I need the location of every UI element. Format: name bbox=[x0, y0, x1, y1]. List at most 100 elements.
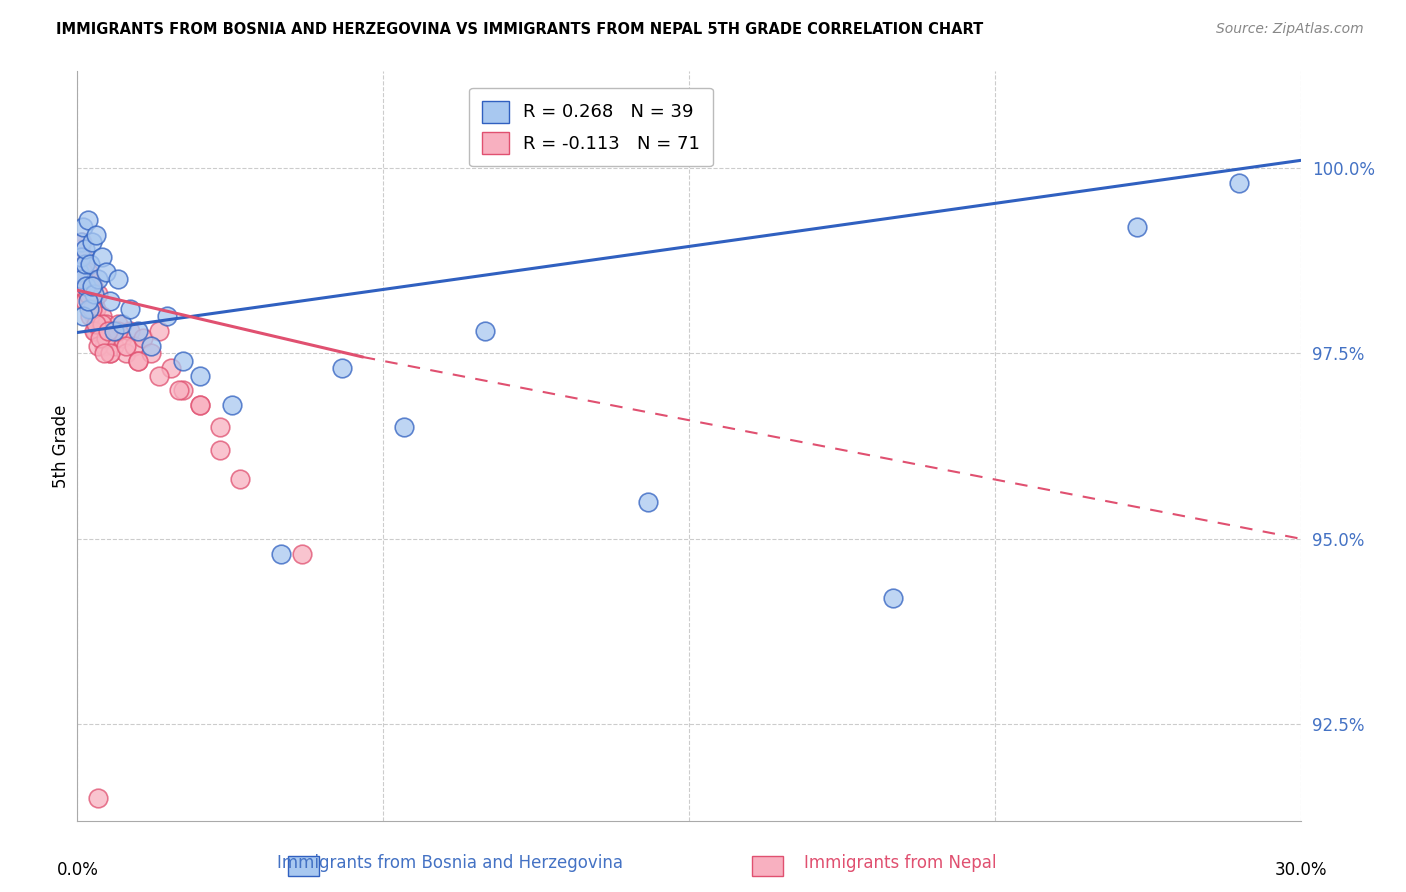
Point bbox=[72, 250, 94, 264]
Point bbox=[73, 265, 96, 279]
Point bbox=[107, 317, 129, 331]
Point bbox=[172, 384, 194, 398]
Point bbox=[84, 317, 107, 331]
Point bbox=[115, 346, 138, 360]
Point bbox=[67, 265, 90, 279]
Point bbox=[291, 547, 314, 561]
Point bbox=[188, 398, 211, 412]
Point bbox=[76, 212, 98, 227]
Point bbox=[188, 398, 211, 412]
Point bbox=[83, 309, 105, 323]
Point bbox=[67, 265, 90, 279]
Point bbox=[75, 243, 97, 257]
Text: IMMIGRANTS FROM BOSNIA AND HERZEGOVINA VS IMMIGRANTS FROM NEPAL 5TH GRADE CORREL: IMMIGRANTS FROM BOSNIA AND HERZEGOVINA V… bbox=[56, 22, 983, 37]
Point bbox=[156, 309, 179, 323]
Point bbox=[101, 324, 124, 338]
Point bbox=[221, 398, 243, 412]
Point bbox=[83, 324, 105, 338]
Point bbox=[83, 287, 105, 301]
Point bbox=[83, 294, 105, 309]
Point bbox=[97, 324, 120, 338]
Point bbox=[98, 346, 121, 360]
Point bbox=[160, 361, 183, 376]
Point bbox=[98, 346, 121, 360]
Point bbox=[209, 442, 232, 457]
Y-axis label: 5th Grade: 5th Grade bbox=[52, 404, 70, 488]
Point bbox=[76, 294, 98, 309]
Point bbox=[93, 339, 115, 353]
Point bbox=[392, 420, 415, 434]
Point bbox=[94, 317, 117, 331]
Point bbox=[70, 235, 93, 249]
Point bbox=[73, 279, 96, 293]
Point bbox=[86, 317, 108, 331]
Point bbox=[87, 287, 110, 301]
Point bbox=[69, 243, 91, 257]
Point bbox=[474, 324, 496, 338]
Point bbox=[75, 279, 97, 293]
Point bbox=[107, 272, 129, 286]
Point bbox=[79, 294, 101, 309]
Point bbox=[87, 339, 110, 353]
Point bbox=[120, 301, 142, 316]
Point bbox=[72, 265, 94, 279]
Point bbox=[332, 361, 354, 376]
Point bbox=[172, 353, 194, 368]
Point bbox=[90, 250, 112, 264]
Point bbox=[72, 309, 94, 323]
Text: Immigrants from Bosnia and Herzegovina: Immigrants from Bosnia and Herzegovina bbox=[277, 855, 623, 872]
Point bbox=[90, 317, 112, 331]
Point bbox=[70, 272, 93, 286]
Point bbox=[80, 235, 103, 249]
Point bbox=[94, 265, 117, 279]
Point bbox=[73, 257, 96, 271]
Point bbox=[128, 353, 150, 368]
Point bbox=[120, 324, 142, 338]
Point bbox=[84, 227, 107, 242]
FancyBboxPatch shape bbox=[288, 856, 319, 876]
Point bbox=[67, 250, 90, 264]
Text: Source: ZipAtlas.com: Source: ZipAtlas.com bbox=[1216, 22, 1364, 37]
Point bbox=[128, 353, 150, 368]
Point bbox=[70, 279, 93, 293]
Point bbox=[139, 339, 162, 353]
Point bbox=[103, 324, 125, 338]
Point bbox=[229, 472, 252, 486]
Point bbox=[70, 250, 93, 264]
Point bbox=[82, 279, 104, 293]
Text: 30.0%: 30.0% bbox=[1274, 862, 1327, 880]
Point bbox=[80, 301, 103, 316]
Text: 0.0%: 0.0% bbox=[56, 862, 98, 880]
Point bbox=[69, 235, 91, 249]
Point bbox=[209, 420, 232, 434]
Point bbox=[80, 301, 103, 316]
Point bbox=[87, 791, 110, 805]
Point bbox=[882, 591, 904, 605]
FancyBboxPatch shape bbox=[752, 856, 783, 876]
Point bbox=[111, 331, 134, 345]
Point bbox=[87, 272, 110, 286]
Point bbox=[90, 309, 112, 323]
Point bbox=[76, 287, 98, 301]
Point bbox=[70, 272, 93, 286]
Point bbox=[77, 265, 100, 279]
Point bbox=[148, 368, 170, 383]
Point bbox=[1126, 220, 1149, 235]
Point bbox=[103, 339, 125, 353]
Point bbox=[89, 324, 111, 338]
Point bbox=[80, 287, 103, 301]
Point bbox=[270, 547, 292, 561]
Point bbox=[188, 368, 211, 383]
Point bbox=[124, 339, 146, 353]
Point bbox=[84, 301, 107, 316]
Point bbox=[89, 331, 111, 345]
Point bbox=[75, 294, 97, 309]
Point bbox=[75, 257, 97, 271]
Point bbox=[77, 279, 100, 293]
Point bbox=[84, 324, 107, 338]
Point bbox=[77, 301, 100, 316]
Point bbox=[1229, 176, 1251, 190]
Point bbox=[79, 272, 101, 286]
Point bbox=[75, 272, 97, 286]
Point bbox=[94, 331, 117, 345]
